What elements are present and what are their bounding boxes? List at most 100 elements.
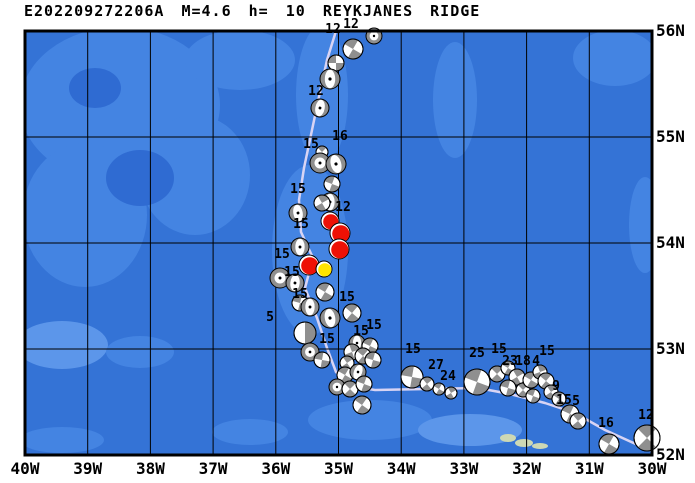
mechanism-depth-label: 12 — [308, 84, 324, 99]
bathymetry-patch — [25, 427, 104, 453]
mechanism-depth-label: 25 — [469, 346, 485, 361]
focal-mechanism-lens — [290, 237, 310, 257]
x-axis-label-39W: 39W — [73, 459, 103, 478]
focal-mechanism-quad — [551, 391, 567, 407]
mechanism-depth-label: 15 — [366, 318, 382, 333]
bathymetry-patch — [433, 42, 477, 158]
focal-mechanism-lens — [288, 203, 308, 223]
focal-mechanism-quad — [327, 54, 345, 72]
focal-mechanism-lens — [325, 153, 347, 175]
focal-mechanism-lens — [319, 68, 341, 90]
focal-mechanism-quad — [569, 412, 587, 430]
mechanism-depth-label: 16 — [332, 129, 348, 144]
bathymetry-patch — [185, 31, 295, 90]
focal-mechanism-quad — [463, 368, 491, 396]
focal-mechanism-quad — [355, 375, 373, 393]
mechanism-depth-label: 12 — [343, 17, 359, 32]
bathymetry-patch — [25, 321, 108, 369]
focal-mechanism-quad — [499, 379, 517, 397]
mechanism-depth-label: 23 — [502, 354, 518, 369]
bathymetry-patch — [140, 115, 250, 235]
mechanism-depth-label: 15 — [303, 137, 319, 152]
focal-mechanism-half — [293, 321, 317, 345]
focal-mechanism-ring — [328, 378, 346, 396]
focal-mechanism-quad — [323, 175, 341, 193]
mechanism-depth-label: 15 — [556, 393, 572, 408]
mechanism-depth-label: 5 — [266, 310, 274, 325]
mechanism-depth-label: 15 — [292, 287, 308, 302]
mechanism-depth-label: 15 — [405, 342, 421, 357]
bathymetry-patch — [500, 434, 516, 442]
page-title: E202209272206A M=4.6 h= 10 REYKJANES RID… — [24, 2, 481, 20]
x-axis-label-36W: 36W — [261, 459, 291, 478]
focal-mechanism-yellow — [315, 260, 333, 278]
y-axis-label-54N: 54N — [656, 233, 685, 252]
mechanism-depth-label: 15 — [290, 182, 306, 197]
mechanism-depth-label: 15 — [539, 344, 555, 359]
focal-mechanism-red — [329, 222, 351, 244]
y-axis-label-56N: 56N — [656, 21, 685, 40]
mechanism-depth-label: 27 — [428, 358, 444, 373]
focal-mechanism-quad — [313, 194, 331, 212]
mechanism-depth-label: 15 — [284, 265, 300, 280]
focal-mechanism-quad — [315, 282, 335, 302]
mechanism-depth-label: 12 — [335, 200, 351, 215]
mechanism-depth-label: 15 — [274, 247, 290, 262]
focal-mechanism-ring — [269, 267, 291, 289]
mechanism-depth-label: 18 — [515, 354, 531, 369]
focal-mechanism-quad — [525, 388, 541, 404]
focal-mechanism-quad — [432, 382, 446, 396]
mechanism-depth-label: 24 — [440, 369, 456, 384]
focal-mechanism-lens — [300, 297, 320, 317]
x-axis-label-40W: 40W — [10, 459, 40, 478]
x-axis-label-31W: 31W — [574, 459, 604, 478]
bathymetry-patch — [212, 419, 288, 445]
mechanism-depth-label: 15 — [293, 217, 309, 232]
mechanism-depth-label: 15 — [353, 324, 369, 339]
bathymetry-patch — [418, 414, 522, 446]
focal-mechanism-lens — [349, 363, 367, 381]
x-axis-label-32W: 32W — [512, 459, 542, 478]
focal-mechanism-red — [298, 254, 320, 276]
mechanism-depth-label: 4 — [532, 354, 540, 369]
bathymetry-patch — [106, 150, 174, 206]
focal-mechanism-quad — [598, 433, 620, 455]
x-axis-label-37W: 37W — [198, 459, 228, 478]
focal-mechanism-layer — [269, 27, 661, 455]
focal-mechanism-quad — [341, 380, 359, 398]
focal-mechanism-quad — [364, 351, 382, 369]
map-frame — [23, 29, 654, 457]
bathymetry-patch — [573, 31, 652, 86]
focal-mechanism-quad — [313, 351, 331, 369]
y-axis-label-52N: 52N — [656, 445, 685, 464]
bathymetry-patch — [515, 439, 533, 447]
y-axis-label-55N: 55N — [656, 127, 685, 146]
focal-mechanism-quad — [444, 386, 458, 400]
focal-mechanism-quad — [342, 303, 362, 323]
focal-mechanism-red — [328, 238, 350, 260]
x-axis-label-30W: 30W — [637, 459, 667, 478]
mechanism-depth-label: 9 — [552, 379, 560, 394]
focal-mechanism-quad — [342, 38, 364, 60]
mechanism-depth-label: 12 — [638, 408, 654, 423]
bathymetry-patch — [629, 177, 652, 273]
bathymetry-patch — [532, 443, 548, 449]
focal-mechanism-lens — [285, 273, 305, 293]
focal-mechanism-lens — [319, 307, 341, 329]
x-axis-label-35W: 35W — [324, 459, 353, 478]
mechanism-depth-label: 15 — [339, 290, 355, 305]
focal-mechanism-quad — [419, 376, 435, 392]
bathymetry-patch — [69, 68, 121, 108]
focal-mechanism-lens — [310, 98, 330, 118]
x-axis-label-34W: 34W — [386, 459, 416, 478]
focal-mechanism-ring — [309, 152, 331, 174]
focal-mechanism-quad — [352, 395, 372, 415]
x-axis-label-38W: 38W — [135, 459, 165, 478]
mechanism-depth-label: 5 — [572, 394, 580, 409]
y-axis-label-53N: 53N — [656, 339, 685, 358]
mechanism-depth-label: 15 — [491, 342, 507, 357]
mechanism-depth-label: 16 — [598, 416, 614, 431]
